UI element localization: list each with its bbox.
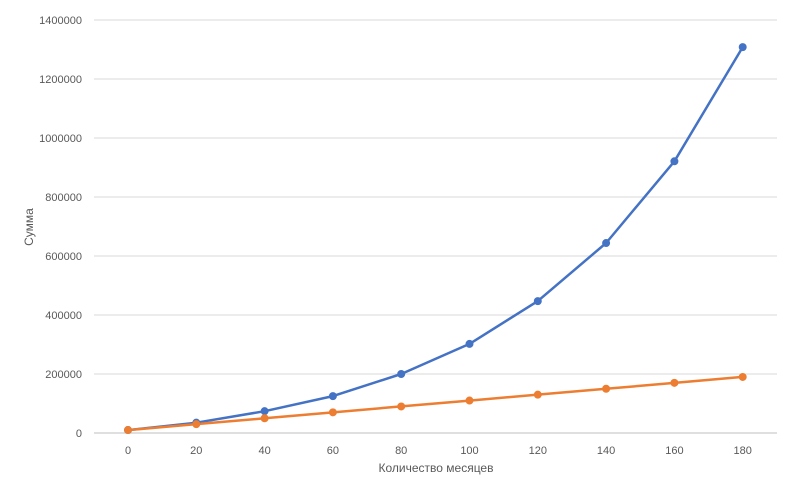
- data-points: [124, 43, 747, 435]
- series-lines: [126, 45, 744, 432]
- x-tick-label: 160: [665, 445, 683, 457]
- y-tick-label: 1000000: [39, 133, 82, 145]
- data-point-series-2: [124, 426, 132, 435]
- data-point-series-2: [192, 420, 201, 429]
- data-point-series-2: [260, 414, 269, 423]
- x-tick-label: 100: [460, 445, 478, 457]
- x-tick-label: 20: [190, 445, 202, 457]
- data-point-series-2: [670, 378, 679, 387]
- data-point-series-2: [465, 396, 474, 405]
- data-point-series-1: [465, 339, 474, 348]
- data-point-series-1: [533, 297, 542, 306]
- data-point-series-1: [328, 392, 337, 401]
- data-point-series-1: [738, 43, 747, 52]
- x-tick-label: 120: [529, 445, 547, 457]
- data-point-series-2: [602, 384, 611, 393]
- data-point-series-2: [328, 408, 337, 417]
- y-tick-label: 600000: [45, 251, 82, 263]
- data-point-series-2: [397, 402, 406, 411]
- x-tick-label: 60: [327, 445, 339, 457]
- data-point-series-2: [533, 390, 542, 399]
- gridlines: [94, 19, 777, 375]
- series-line-2: [126, 375, 744, 432]
- tick-labels: 0 200000 400000 600000 800000 1000000 1200000 1…: [39, 15, 752, 457]
- y-tick-label: 1200000: [39, 74, 82, 86]
- data-point-series-2: [738, 372, 747, 381]
- x-tick-label: 40: [258, 445, 270, 457]
- y-tick-label: 800000: [45, 192, 82, 204]
- y-tick-label: 400000: [45, 310, 82, 322]
- x-tick-label: 80: [395, 445, 407, 457]
- series-line-1: [126, 45, 744, 432]
- x-axis-title: Количество месяцев: [379, 461, 494, 475]
- data-point-series-1: [397, 370, 406, 378]
- x-tick-label: 180: [734, 445, 752, 457]
- x-tick-label: 140: [597, 445, 615, 457]
- y-tick-label: 0: [76, 428, 82, 440]
- y-tick-label: 1400000: [39, 15, 82, 27]
- data-point-series-1: [602, 239, 611, 248]
- y-tick-label: 200000: [45, 369, 82, 381]
- data-point-series-1: [670, 157, 679, 166]
- data-point-series-1: [260, 407, 269, 416]
- y-axis-title: Сумма: [22, 208, 36, 246]
- x-tick-label: 0: [125, 445, 131, 457]
